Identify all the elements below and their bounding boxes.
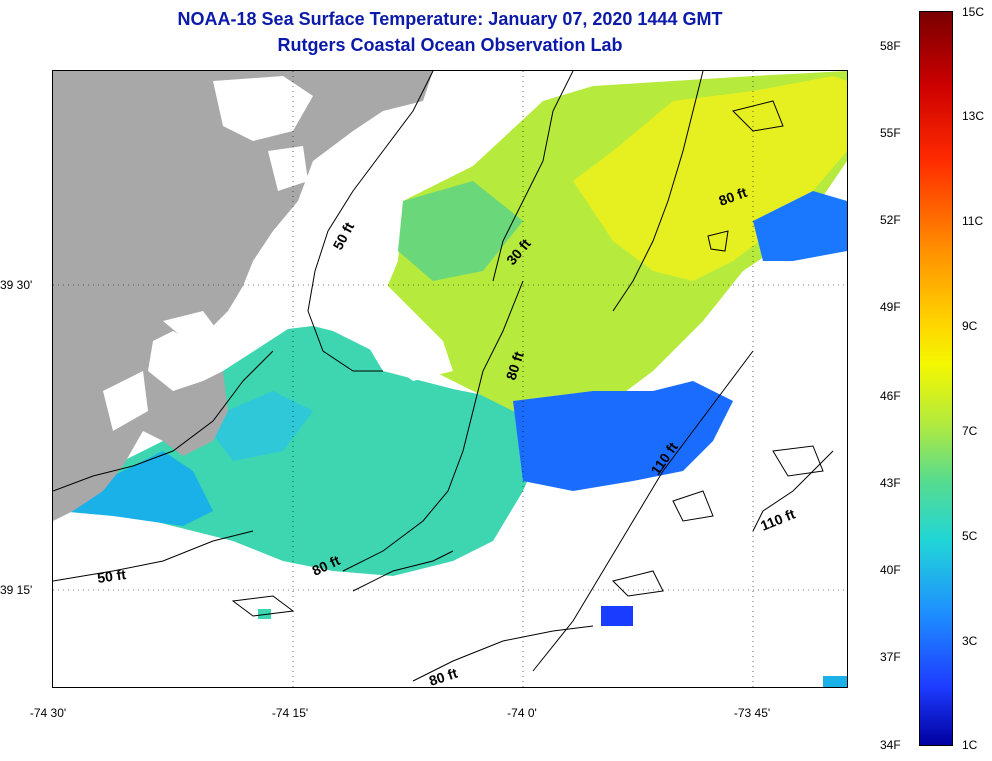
barrier-island-2	[163, 311, 218, 346]
contour-30ft	[492, 71, 574, 282]
contour-110ft-east	[752, 450, 834, 532]
map-subtitle: Rutgers Coastal Ocean Observation Lab	[277, 35, 623, 55]
colorbar-f-label: 55F	[880, 126, 901, 140]
colorbar-c-label: 7C	[962, 424, 978, 438]
sst-map-canvas: 50 ft 30 ft 80 ft 80 ft 110 ft 110 ft 80…	[53, 71, 847, 687]
sst-region-southeast	[513, 381, 733, 491]
sst-patch-small-3	[258, 609, 271, 619]
sst-region-cool-2	[203, 391, 313, 461]
contour-shoal-2	[707, 230, 729, 252]
temperature-colorbar	[919, 11, 953, 746]
land-white-island	[268, 146, 308, 191]
land-layer	[53, 71, 433, 521]
contour-shoal-6	[612, 570, 664, 597]
sst-region-cool	[58, 451, 213, 526]
contour-label-8: 50 ft	[96, 566, 127, 586]
lat-label-2: 39 15'	[0, 583, 33, 597]
map-title: NOAA-18 Sea Surface Temperature: January…	[177, 9, 723, 29]
contour-shoal-3	[672, 490, 714, 522]
lat-label-1: 39 30'	[0, 278, 33, 292]
colorbar-f-label: 52F	[880, 213, 901, 227]
lon-label-1: -74 30'	[29, 706, 67, 720]
colorbar-f-label: 34F	[880, 738, 901, 752]
colorbar-c-label: 13C	[962, 109, 985, 123]
colorbar-c-label: 5C	[962, 529, 978, 543]
contour-shoal-1	[732, 100, 784, 132]
contour-80ft-south	[352, 550, 454, 592]
colorbar-f-label: 37F	[880, 650, 901, 664]
lon-label-3: -74 0'	[507, 706, 537, 720]
contour-80ft-lower	[412, 625, 594, 682]
sst-map[interactable]: 50 ft 30 ft 80 ft 80 ft 110 ft 110 ft 80…	[52, 70, 848, 688]
contour-50ft-north	[307, 71, 434, 372]
sst-region-ne-blue	[753, 191, 847, 261]
colorbar-f-label: 43F	[880, 476, 901, 490]
contour-110ft	[532, 350, 754, 672]
colorbar-f-label: 46F	[880, 389, 901, 403]
lon-label-4: -73 45'	[733, 706, 771, 720]
colorbar-c-label: 9C	[962, 319, 978, 333]
sst-region-green-west	[398, 181, 523, 281]
barrier-island-1	[103, 371, 148, 431]
contour-80ft-central	[342, 280, 524, 572]
coastline-land	[53, 71, 433, 521]
contour-50ft-south	[53, 530, 254, 582]
sst-patch-small-2	[823, 676, 847, 687]
sst-patch-small-1	[601, 606, 633, 626]
colorbar-c-label: 3C	[962, 634, 978, 648]
contour-label-6: 110 ft	[758, 505, 798, 533]
contour-label-9: 80 ft	[427, 665, 460, 687]
colorbar-c-label: 11C	[962, 214, 984, 228]
land-inland-patch	[213, 76, 313, 141]
contour-80ft-north	[612, 71, 704, 312]
colorbar-f-label: 40F	[880, 563, 901, 577]
colorbar-f-label: 49F	[880, 300, 901, 314]
contour-shoal-4	[772, 445, 824, 477]
lon-label-2: -74 15'	[271, 706, 309, 720]
contour-label-1: 50 ft	[330, 219, 358, 252]
colorbar-c-label: 1C	[962, 738, 978, 752]
colorbar-c-label: 15C	[962, 5, 985, 19]
contour-coast-edge	[53, 350, 274, 492]
colorbar-f-label: 58F	[880, 39, 901, 53]
no-data-gap	[293, 276, 453, 381]
